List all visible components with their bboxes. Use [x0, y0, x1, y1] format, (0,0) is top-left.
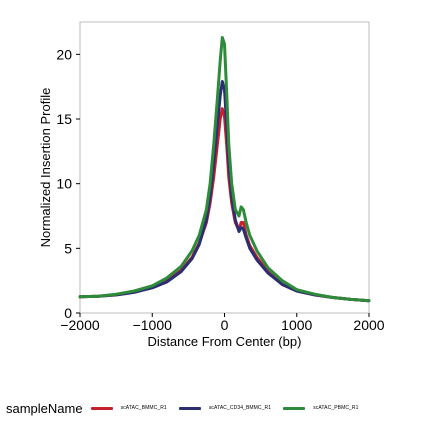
legend-title: sampleName: [6, 400, 83, 416]
x-tick-label: 0: [221, 317, 229, 333]
x-tick-label: −1000: [133, 317, 173, 333]
legend: sampleName scATAC_BMMC_R1 scATAC_CD34_BM…: [6, 399, 371, 417]
axes-layer: −2000 −1000 0 1000 2000 0 5 10 15 20: [56, 46, 384, 333]
legend-label-bmmc: scATAC_BMMC_R1: [120, 405, 167, 411]
y-tick-label: 0: [64, 305, 72, 321]
legend-swatch-pbmc: [283, 406, 306, 410]
legend-label-cd34-bmmc: scATAC_CD34_BMMC_R1: [208, 405, 272, 411]
legend-item-bmmc: scATAC_BMMC_R1: [90, 405, 167, 411]
insertion-profile-chart: −2000 −1000 0 1000 2000 0 5 10 15 20 Distance Fro…: [38, 21, 385, 349]
series-line-3: [78, 36, 371, 303]
y-tick-label: 15: [56, 111, 72, 127]
series-layer: [78, 36, 371, 303]
legend-label-pbmc: scATAC_PBMC_R1: [313, 405, 359, 411]
x-tick-label: 1000: [281, 317, 312, 333]
legend-swatch-cd34-bmmc: [178, 406, 201, 410]
x-tick-label: −2000: [60, 317, 100, 333]
x-axis-title: Distance From Center (bp): [148, 334, 302, 349]
x-tick-label: 2000: [353, 317, 384, 333]
legend-swatch-bmmc: [90, 406, 113, 410]
y-tick-label: 20: [56, 46, 72, 62]
y-tick-label: 10: [56, 176, 72, 192]
legend-item-cd34-bmmc: scATAC_CD34_BMMC_R1: [178, 405, 272, 411]
y-tick-label: 5: [64, 240, 72, 256]
legend-item-pbmc: scATAC_PBMC_R1: [283, 405, 358, 411]
y-axis-title: Normalized Insertion Profile: [38, 88, 53, 248]
